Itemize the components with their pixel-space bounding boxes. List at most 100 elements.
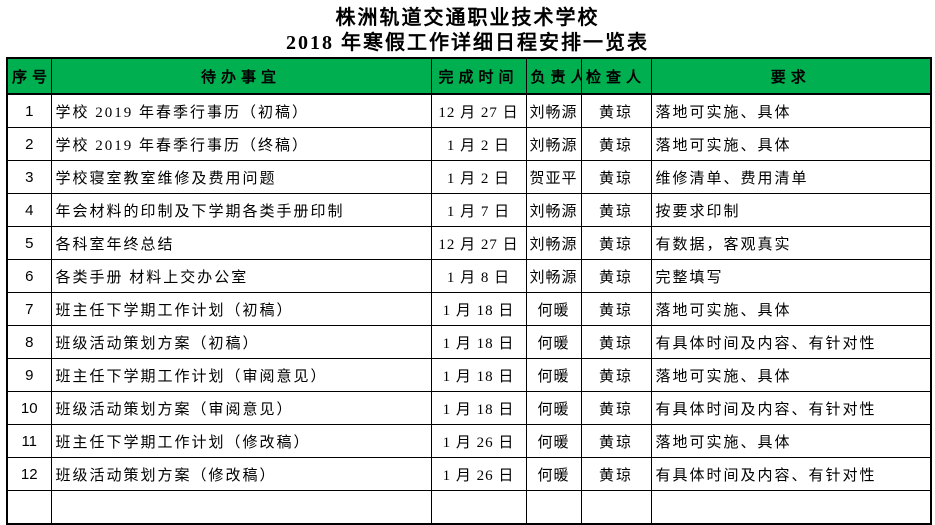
- table-row: 10 班级活动策划方案（审阅意见） 1 月 18 日 何暖 黄琼 有具体时间及内…: [6, 391, 932, 425]
- cell-date: 1 月 18 日: [430, 292, 527, 326]
- cell-checker: 黄琼: [580, 160, 652, 194]
- cell-checker: 黄琼: [580, 424, 652, 458]
- cell-task: 各科室年终总结: [50, 226, 432, 260]
- cell-checker: 黄琼: [580, 259, 652, 293]
- cell-requirement: 按要求印制: [650, 193, 932, 227]
- cell-task: 学校 2019 年春季行事历（初稿）: [50, 93, 432, 128]
- table-row: 5 各科室年终总结 12 月 27 日 刘畅源 黄琼 有数据，客观真实: [6, 226, 932, 260]
- cell-task: 班级活动策划方案（初稿）: [50, 325, 432, 359]
- cell-date: 1 月 26 日: [430, 424, 527, 458]
- cell-task: 班主任下学期工作计划（修改稿）: [50, 424, 432, 458]
- cell-checker: 黄琼: [580, 193, 652, 227]
- table-row: 8 班级活动策划方案（初稿） 1 月 18 日 何暖 黄琼 有具体时间及内容、有…: [6, 325, 932, 359]
- cell-checker: 黄琼: [580, 457, 652, 491]
- cell-requirement: 落地可实施、具体: [650, 358, 932, 392]
- cell-owner: 刘畅源: [525, 259, 582, 293]
- table-row: 4 年会材料的印制及下学期各类手册印制 1 月 7 日 刘畅源 黄琼 按要求印制: [6, 193, 932, 227]
- cell-owner: 何暖: [525, 457, 582, 491]
- cell-requirement: 维修清单、费用清单: [650, 160, 932, 194]
- cell-requirement: 落地可实施、具体: [650, 127, 932, 161]
- table-row-partial: [6, 490, 932, 525]
- cell-owner: 何暖: [525, 292, 582, 326]
- cell-task: [50, 490, 432, 525]
- header-requirement: 要求: [650, 57, 932, 95]
- cell-requirement: 完整填写: [650, 259, 932, 293]
- cell-task: 各类手册 材料上交办公室: [50, 259, 432, 293]
- cell-seq: 6: [6, 259, 52, 293]
- cell-requirement: 有具体时间及内容、有针对性: [650, 391, 932, 425]
- cell-requirement: [650, 490, 932, 525]
- cell-date: 1 月 8 日: [430, 259, 527, 293]
- cell-task: 学校寝室教室维修及费用问题: [50, 160, 432, 194]
- cell-requirement: 有数据，客观真实: [650, 226, 932, 260]
- cell-date: 1 月 7 日: [430, 193, 527, 227]
- cell-task: 学校 2019 年春季行事历（终稿）: [50, 127, 432, 161]
- cell-seq: 7: [6, 292, 52, 326]
- cell-date: 12 月 27 日: [430, 226, 527, 260]
- cell-checker: 黄琼: [580, 358, 652, 392]
- table-row: 2 学校 2019 年春季行事历（终稿） 1 月 2 日 刘畅源 黄琼 落地可实…: [6, 127, 932, 161]
- cell-seq: 9: [6, 358, 52, 392]
- cell-task: 年会材料的印制及下学期各类手册印制: [50, 193, 432, 227]
- cell-seq: 2: [6, 127, 52, 161]
- document-title: 株洲轨道交通职业技术学校 2018 年寒假工作详细日程安排一览表: [0, 0, 935, 56]
- cell-owner: 何暖: [525, 358, 582, 392]
- cell-requirement: 有具体时间及内容、有针对性: [650, 457, 932, 491]
- cell-owner: 刘畅源: [525, 93, 582, 128]
- cell-seq: 3: [6, 160, 52, 194]
- header-date: 完成时间: [430, 57, 527, 95]
- cell-requirement: 落地可实施、具体: [650, 292, 932, 326]
- table-row: 1 学校 2019 年春季行事历（初稿） 12 月 27 日 刘畅源 黄琼 落地…: [6, 93, 932, 128]
- cell-owner: 何暖: [525, 325, 582, 359]
- document-title-line2: 2018 年寒假工作详细日程安排一览表: [286, 32, 649, 54]
- cell-requirement: 落地可实施、具体: [650, 93, 932, 128]
- cell-owner: 贺亚平: [525, 160, 582, 194]
- cell-checker: 黄琼: [580, 127, 652, 161]
- table-header-row: 序号 待办事宜 完成时间 负责人 检查人 要求: [6, 57, 932, 95]
- cell-seq: 8: [6, 325, 52, 359]
- cell-checker: 黄琼: [580, 292, 652, 326]
- cell-date: 1 月 18 日: [430, 325, 527, 359]
- header-checker: 检查人: [580, 57, 652, 95]
- cell-seq: 4: [6, 193, 52, 227]
- cell-requirement: 落地可实施、具体: [650, 424, 932, 458]
- cell-requirement: 有具体时间及内容、有针对性: [650, 325, 932, 359]
- schedule-table: 序号 待办事宜 完成时间 负责人 检查人 要求 1 学校 2019 年春季行事历…: [6, 57, 932, 525]
- cell-task: 班主任下学期工作计划（审阅意见）: [50, 358, 432, 392]
- cell-date: 1 月 18 日: [430, 391, 527, 425]
- cell-owner: 刘畅源: [525, 127, 582, 161]
- header-seq: 序号: [6, 57, 52, 95]
- table-row: 12 班级活动策划方案（修改稿） 1 月 26 日 何暖 黄琼 有具体时间及内容…: [6, 457, 932, 491]
- cell-seq: 1: [6, 93, 52, 128]
- cell-seq: 11: [6, 424, 52, 458]
- cell-checker: 黄琼: [580, 93, 652, 128]
- cell-checker: 黄琼: [580, 325, 652, 359]
- cell-owner: 何暖: [525, 391, 582, 425]
- cell-checker: 黄琼: [580, 391, 652, 425]
- cell-seq: 5: [6, 226, 52, 260]
- table-row: 6 各类手册 材料上交办公室 1 月 8 日 刘畅源 黄琼 完整填写: [6, 259, 932, 293]
- header-owner: 负责人: [525, 57, 582, 95]
- cell-owner: 何暖: [525, 424, 582, 458]
- cell-seq: [6, 490, 52, 525]
- cell-task: 班级活动策划方案（修改稿）: [50, 457, 432, 491]
- header-task: 待办事宜: [50, 57, 432, 95]
- cell-date: [430, 490, 527, 525]
- cell-task: 班主任下学期工作计划（初稿）: [50, 292, 432, 326]
- document-title-line1: 株洲轨道交通职业技术学校: [335, 7, 600, 29]
- cell-seq: 10: [6, 391, 52, 425]
- cell-owner: [525, 490, 582, 525]
- cell-seq: 12: [6, 457, 52, 491]
- table-row: 3 学校寝室教室维修及费用问题 1 月 2 日 贺亚平 黄琼 维修清单、费用清单: [6, 160, 932, 194]
- cell-checker: [580, 490, 652, 525]
- cell-date: 1 月 2 日: [430, 160, 527, 194]
- cell-owner: 刘畅源: [525, 193, 582, 227]
- cell-date: 1 月 18 日: [430, 358, 527, 392]
- cell-task: 班级活动策划方案（审阅意见）: [50, 391, 432, 425]
- table-row: 11 班主任下学期工作计划（修改稿） 1 月 26 日 何暖 黄琼 落地可实施、…: [6, 424, 932, 458]
- table-row: 9 班主任下学期工作计划（审阅意见） 1 月 18 日 何暖 黄琼 落地可实施、…: [6, 358, 932, 392]
- cell-checker: 黄琼: [580, 226, 652, 260]
- cell-date: 1 月 26 日: [430, 457, 527, 491]
- table-row: 7 班主任下学期工作计划（初稿） 1 月 18 日 何暖 黄琼 落地可实施、具体: [6, 292, 932, 326]
- cell-date: 1 月 2 日: [430, 127, 527, 161]
